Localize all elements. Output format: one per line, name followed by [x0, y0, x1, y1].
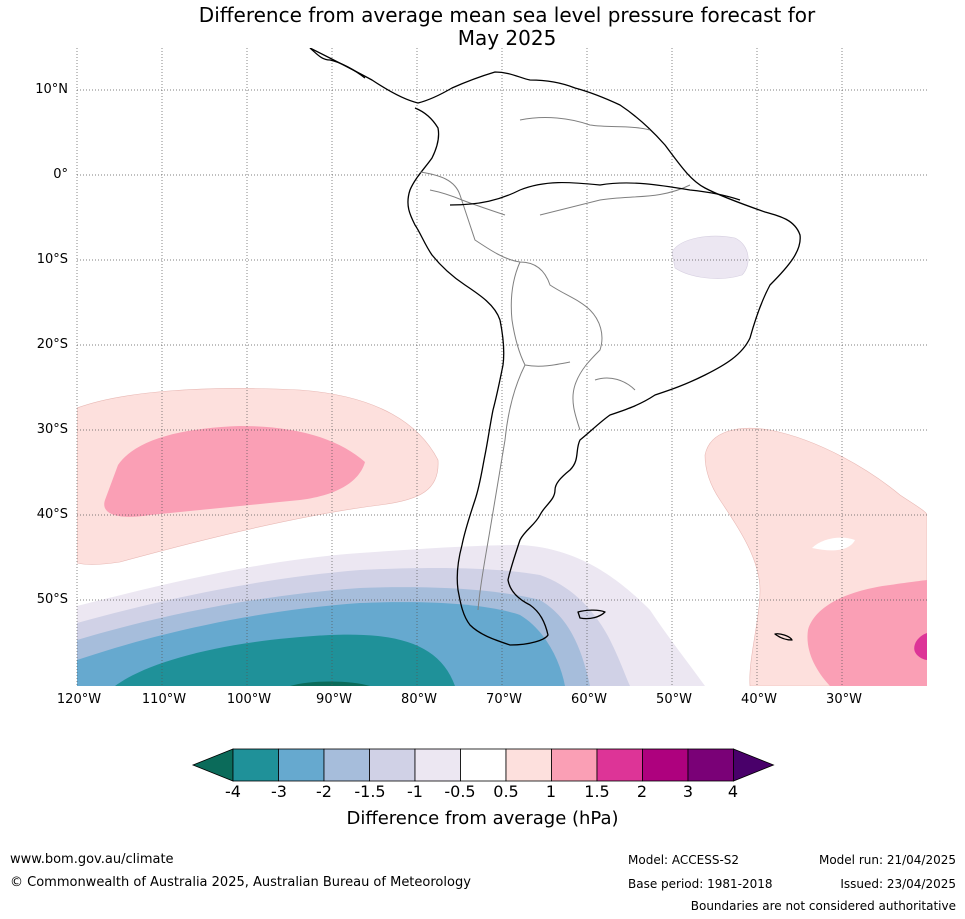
lat-label-0: 0°	[53, 167, 68, 182]
colorbar-tick: -3	[271, 782, 287, 801]
colorbar-tick: -2	[316, 782, 332, 801]
anomaly-band-neg-4	[290, 681, 370, 686]
lon-label-110w: 110°W	[141, 692, 187, 707]
lat-label-40s: 40°S	[36, 507, 68, 522]
colorbar-cell	[278, 748, 325, 782]
graticule	[76, 48, 927, 686]
anomaly-band-pos-1-pacific	[104, 426, 365, 517]
lat-label-10n: 10°N	[35, 82, 68, 97]
lon-label-120w: 120°W	[56, 692, 102, 707]
colorbar-cell	[369, 748, 416, 782]
colorbar-tick: -1	[407, 782, 423, 801]
colorbar-cell	[460, 748, 507, 782]
footer-base-period: Base period: 1981-2018	[628, 877, 773, 891]
colorbar-arrow-max	[733, 748, 775, 782]
map-title: Difference from average mean sea level p…	[77, 4, 937, 50]
colorbar-tick: -1.5	[354, 782, 386, 801]
footer-copyright: © Commonwealth of Australia 2025, Austra…	[10, 875, 471, 890]
colorbar-arrow-min	[191, 748, 234, 782]
lon-label-40w: 40°W	[741, 692, 777, 707]
colorbar-cell	[551, 748, 598, 782]
footer-model-run: Model run: 21/04/2025	[818, 853, 956, 867]
pressure-anomaly-map	[76, 48, 927, 686]
colorbar-tick: -0.5	[444, 782, 476, 801]
lon-label-100w: 100°W	[226, 692, 272, 707]
footer-website: www.bom.gov.au/climate	[10, 852, 174, 867]
coastline-south-america	[309, 48, 801, 646]
colorbar-tick: 4	[727, 782, 739, 801]
anomaly-band-pos-neg0.5-brazil	[671, 235, 749, 279]
lon-label-80w: 80°W	[401, 692, 437, 707]
colorbar-tick: -4	[225, 782, 241, 801]
country-borders	[419, 117, 691, 611]
colorbar-tick: 1	[545, 782, 557, 801]
lon-label-60w: 60°W	[571, 692, 607, 707]
colorbar-cell	[505, 748, 552, 782]
colorbar-cell	[687, 748, 734, 782]
footer-issued: Issued: 23/04/2025	[840, 877, 956, 891]
colorbar-cell	[642, 748, 689, 782]
lat-label-50s: 50°S	[36, 592, 68, 607]
lat-label-10s: 10°S	[36, 252, 68, 267]
footer-disclaimer: Boundaries are not considered authoritat…	[690, 899, 956, 913]
map-title-line1: Difference from average mean sea level p…	[198, 3, 816, 27]
colorbar-cell	[232, 748, 279, 782]
anomaly-band-neg-3	[115, 634, 455, 686]
colorbar-tick: 3	[682, 782, 694, 801]
lat-label-30s: 30°S	[36, 422, 68, 437]
colorbar	[191, 748, 775, 782]
anomaly-band-pos-1.5-atlantic	[914, 633, 927, 660]
colorbar-label: Difference from average (hPa)	[346, 808, 619, 829]
lon-label-70w: 70°W	[486, 692, 522, 707]
lat-label-20s: 20°S	[36, 337, 68, 352]
colorbar-tick: 2	[636, 782, 648, 801]
lon-label-30w: 30°W	[826, 692, 862, 707]
map-title-line2: May 2025	[457, 26, 557, 50]
footer-model: Model: ACCESS-S2	[628, 853, 740, 867]
colorbar-tick: 0.5	[493, 782, 519, 801]
anomaly-hole-atlantic	[812, 537, 855, 551]
colorbar-cell	[414, 748, 461, 782]
colorbar-cell	[596, 748, 643, 782]
coastline-south-georgia	[774, 633, 793, 641]
lon-label-50w: 50°W	[656, 692, 692, 707]
coastline-central-america	[309, 48, 366, 79]
coastline-falklands	[577, 609, 606, 620]
amazon-river	[449, 181, 741, 206]
colorbar-cell	[323, 748, 370, 782]
lon-label-90w: 90°W	[316, 692, 352, 707]
anomaly-band-pos-1-atlantic	[807, 580, 927, 686]
colorbar-tick: 1.5	[584, 782, 610, 801]
